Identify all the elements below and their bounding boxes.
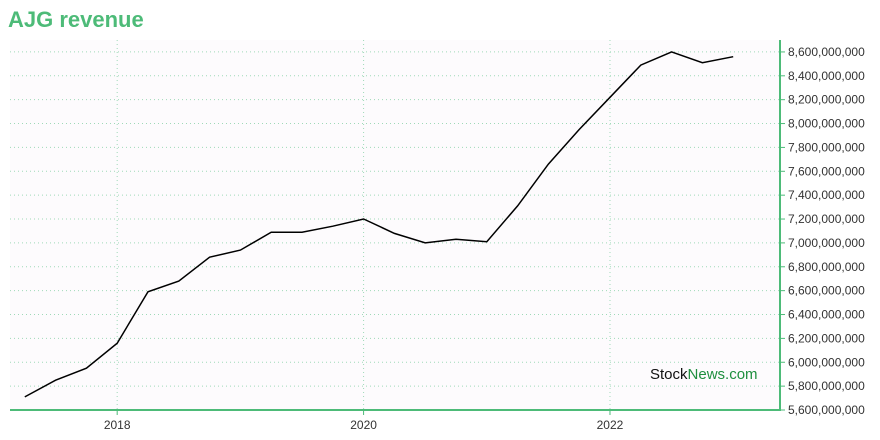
y-tick-label: 6,600,000,000 (788, 284, 865, 298)
y-tick-label: 8,400,000,000 (788, 69, 865, 83)
watermark-stock: Stock (650, 366, 688, 383)
y-tick-label: 7,200,000,000 (788, 212, 865, 226)
watermark-news: News (688, 366, 726, 383)
x-axis-ticks: 2018 2020 2022 (104, 410, 624, 432)
grid-lines (10, 40, 780, 410)
y-tick-label: 5,600,000,000 (788, 403, 865, 417)
y-tick-label: 5,800,000,000 (788, 379, 865, 393)
y-tick-label: 8,200,000,000 (788, 93, 865, 107)
y-tick-label: 8,000,000,000 (788, 117, 865, 131)
y-tick-label: 8,600,000,000 (788, 45, 865, 59)
y-tick-label: 7,600,000,000 (788, 164, 865, 178)
chart-title: AJG revenue (8, 7, 144, 32)
y-tick-label: 6,400,000,000 (788, 308, 865, 322)
watermark: StockNews.com (650, 366, 758, 383)
y-tick-label: 6,000,000,000 (788, 355, 865, 369)
axes (10, 40, 781, 411)
y-axis-ticks: 5,600,000,000 5,800,000,000 6,000,000,000 6… (780, 45, 865, 417)
plot-background (10, 40, 780, 410)
watermark-com: .com (725, 366, 758, 383)
y-tick-label: 7,800,000,000 (788, 140, 865, 154)
x-tick-label: 2020 (350, 418, 377, 432)
y-tick-label: 7,400,000,000 (788, 188, 865, 202)
y-tick-label: 7,000,000,000 (788, 236, 865, 250)
y-tick-label: 6,800,000,000 (788, 260, 865, 274)
x-tick-label: 2022 (597, 418, 624, 432)
x-tick-label: 2018 (104, 418, 131, 432)
revenue-series-line (24, 51, 734, 398)
y-tick-label: 6,200,000,000 (788, 331, 865, 345)
